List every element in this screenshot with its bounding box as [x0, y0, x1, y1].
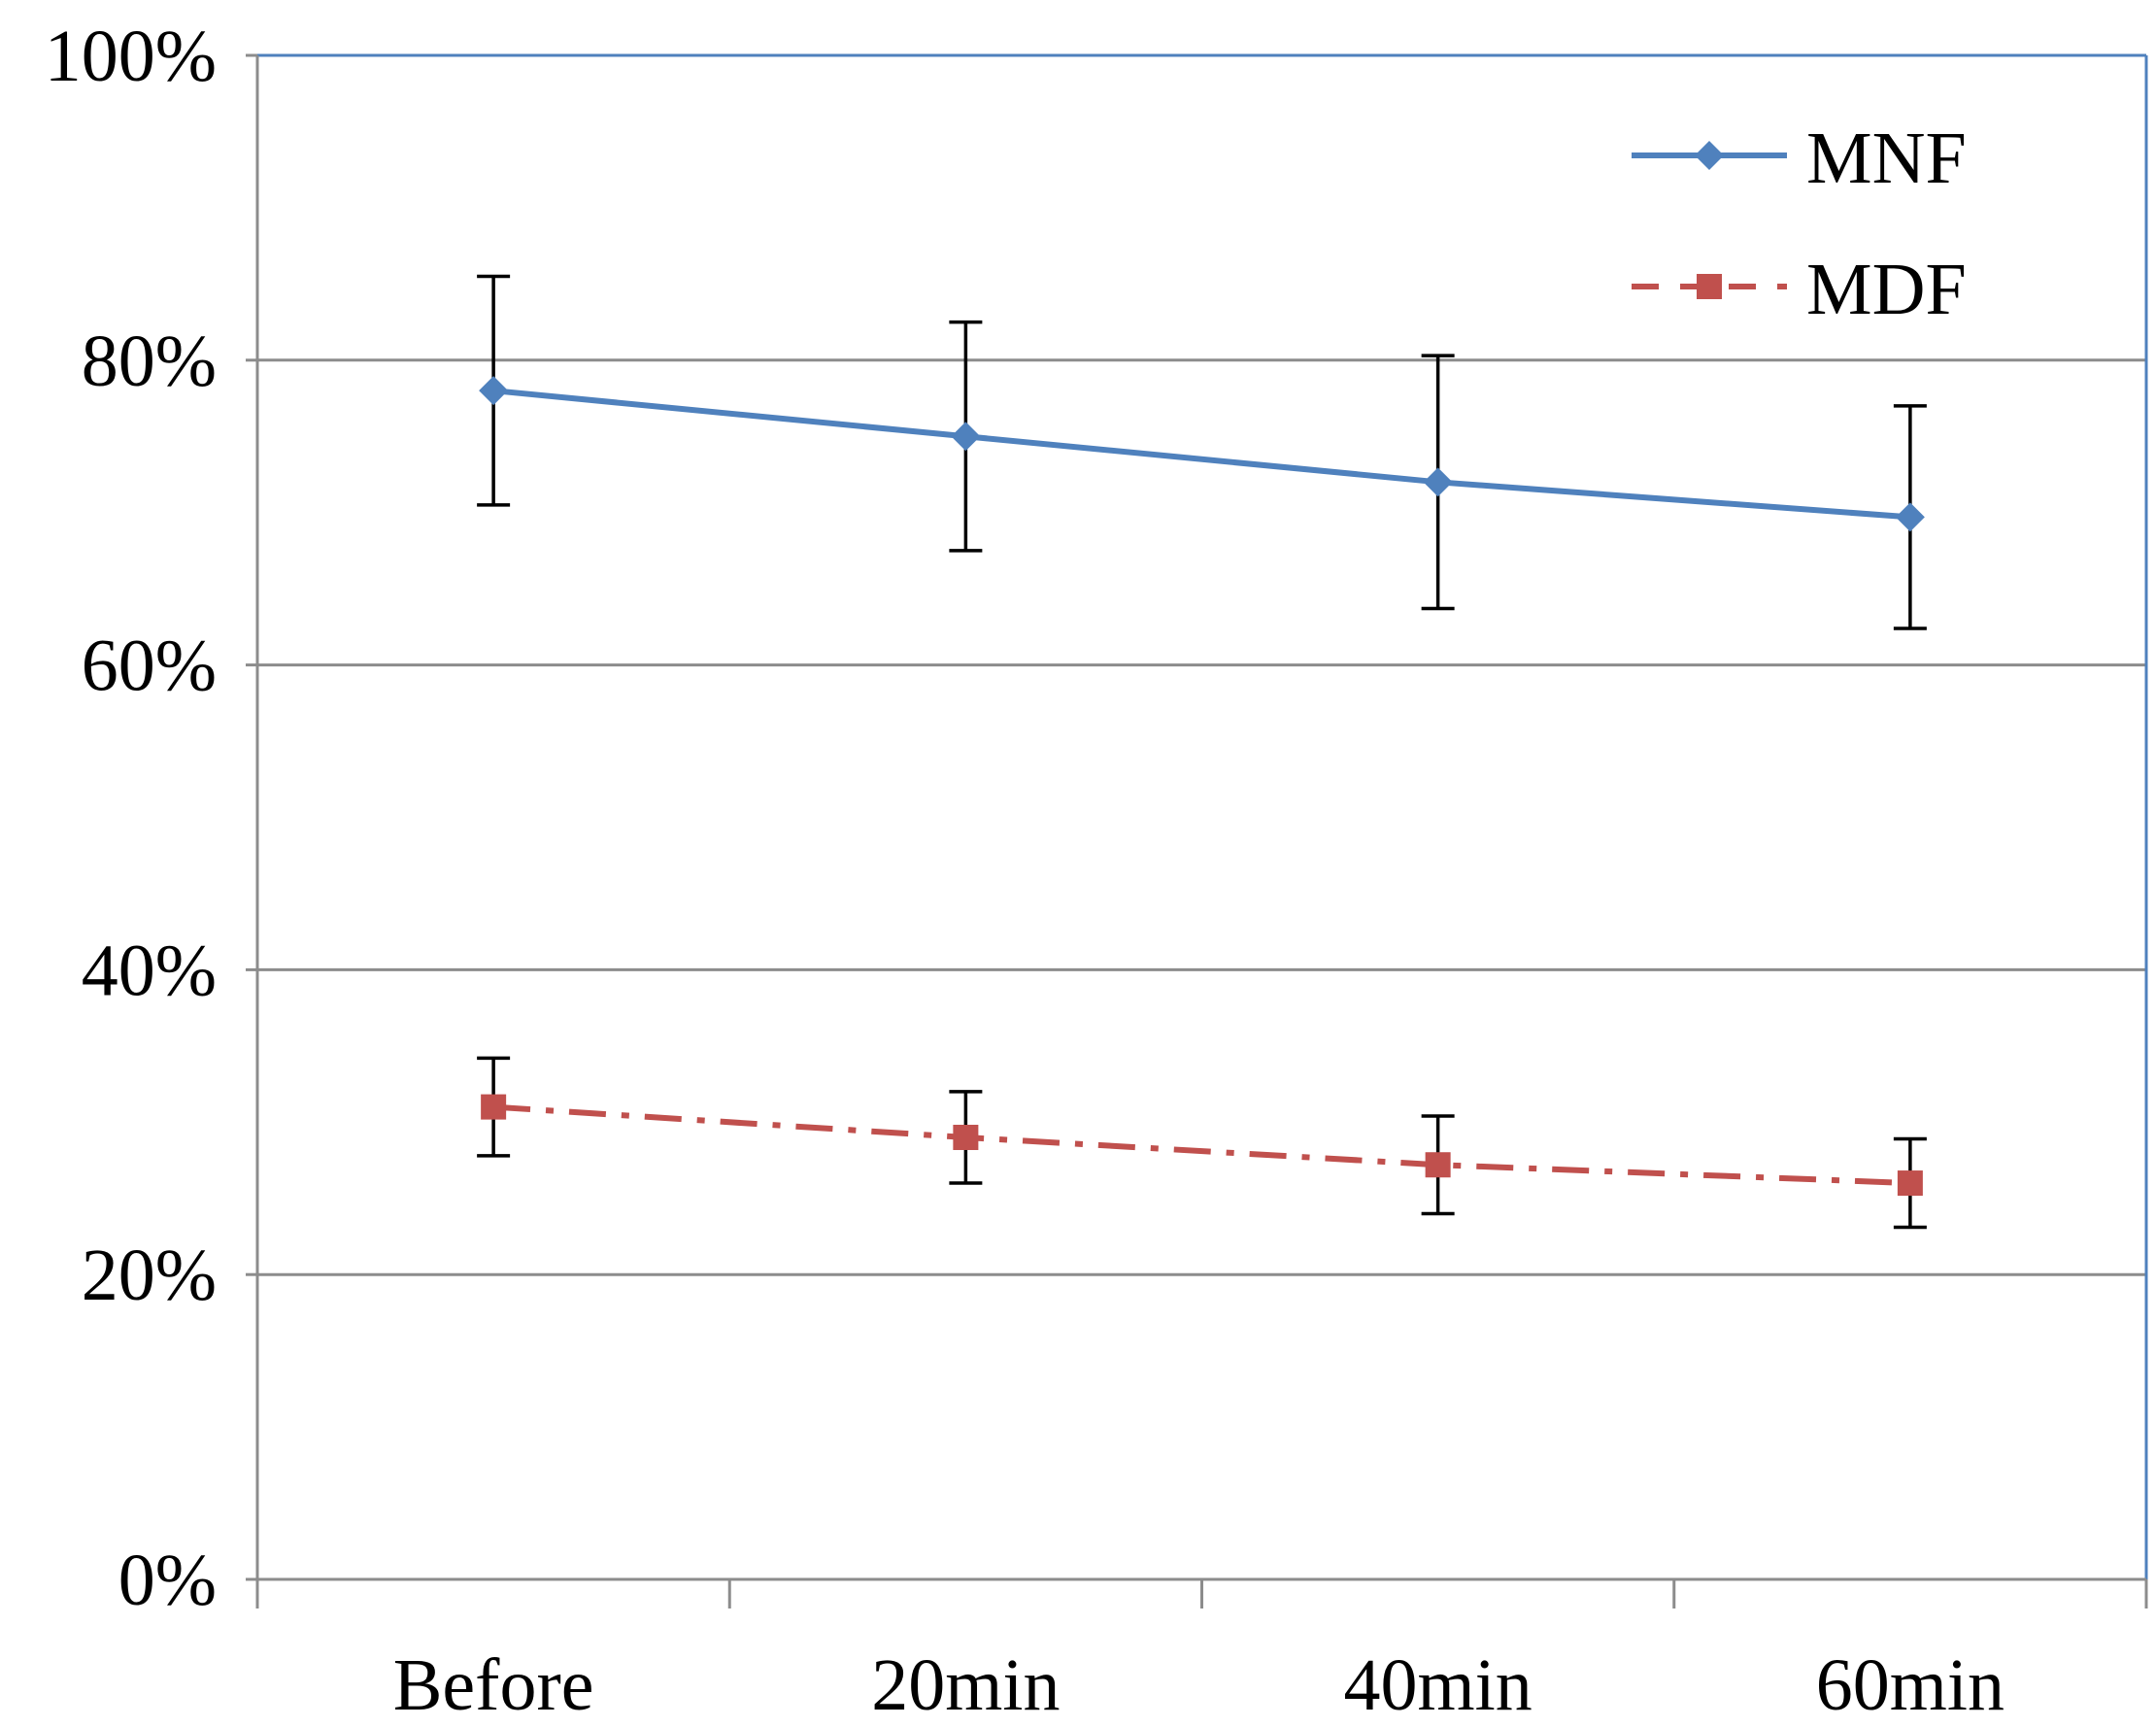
- data-point: [1423, 467, 1453, 497]
- y-tick-label: 100%: [45, 16, 217, 97]
- y-tick-label: 40%: [82, 930, 217, 1011]
- y-tick-label: 0%: [118, 1540, 217, 1621]
- x-tick-label: Before: [393, 1644, 594, 1726]
- series-mnf: [477, 274, 1927, 630]
- legend-label: MDF: [1806, 249, 1967, 330]
- y-tick-label: 60%: [82, 626, 217, 707]
- x-tick-label: 20min: [871, 1644, 1060, 1726]
- data-point: [1895, 502, 1925, 532]
- series-line-mdf: [492, 1103, 1910, 1187]
- series-mdf: [477, 1056, 1927, 1230]
- x-tick-label: 60min: [1816, 1644, 2004, 1726]
- x-axis-ticks: Before 20min 40min 60min: [393, 1644, 2004, 1726]
- y-axis-ticks: 0% 20% 40% 60% 80% 100%: [45, 16, 217, 1621]
- data-point: [953, 1124, 979, 1150]
- series: [477, 274, 1927, 1230]
- gridlines: [257, 53, 2146, 1276]
- y-tick-label: 80%: [82, 321, 217, 402]
- data-point: [481, 1094, 507, 1120]
- x-tick-label: 40min: [1344, 1644, 1533, 1726]
- legend-label: MNF: [1806, 118, 1967, 199]
- legend: MNF MDF: [1632, 118, 1967, 330]
- legend-item-mdf: MDF: [1632, 249, 1967, 330]
- y-tick-label: 20%: [82, 1235, 217, 1316]
- legend-item-mnf: MNF: [1632, 118, 1967, 199]
- legend-marker: [1697, 274, 1722, 299]
- data-point: [1425, 1152, 1451, 1178]
- data-point: [1897, 1170, 1923, 1197]
- series-line-mnf: [492, 388, 1911, 521]
- data-point: [479, 376, 509, 406]
- axes: [246, 53, 2148, 1608]
- data-point: [951, 422, 981, 452]
- legend-marker: [1695, 141, 1724, 170]
